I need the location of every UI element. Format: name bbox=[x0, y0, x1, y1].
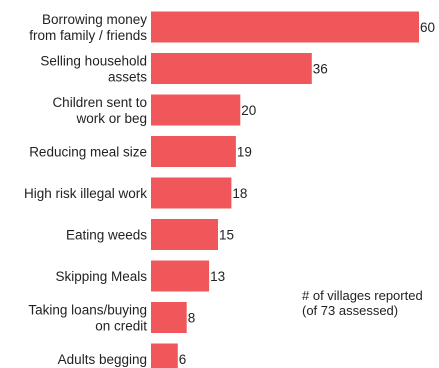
value-label-7: 8 bbox=[188, 311, 196, 326]
bar-3 bbox=[151, 136, 236, 167]
category-label-1: Selling household assets bbox=[40, 54, 147, 85]
value-labels-layer: 60 36 20 19 18 15 13 8 6 bbox=[179, 20, 435, 367]
category-label-5: Eating weeds bbox=[66, 228, 147, 243]
category-label-7-line-1: on credit bbox=[95, 319, 147, 334]
category-label-6-line-0: Skipping Meals bbox=[55, 269, 147, 284]
category-label-4-line-0: High risk illegal work bbox=[24, 186, 147, 201]
category-label-0-line-1: from family / friends bbox=[29, 28, 147, 43]
category-label-4: High risk illegal work bbox=[24, 186, 147, 201]
bar-6 bbox=[151, 260, 210, 292]
chart-annotation: # of villages reported (of 73 assessed) bbox=[302, 288, 423, 318]
category-label-2: Children sent to work or beg bbox=[52, 95, 147, 126]
bar-5 bbox=[151, 219, 218, 250]
value-label-3: 19 bbox=[237, 145, 252, 160]
annotation-line-2: (of 73 assessed) bbox=[302, 303, 399, 318]
category-label-2-line-1: work or beg bbox=[75, 111, 147, 126]
category-label-7-line-0: Taking loans/buying bbox=[28, 303, 147, 318]
category-label-5-line-0: Eating weeds bbox=[66, 228, 147, 243]
bar-0 bbox=[151, 11, 419, 43]
value-label-2: 20 bbox=[241, 103, 256, 118]
category-label-2-line-0: Children sent to bbox=[52, 95, 147, 110]
bar-8 bbox=[151, 343, 178, 368]
annotation-line-1: # of villages reported bbox=[302, 288, 423, 303]
category-label-1-line-0: Selling household bbox=[40, 54, 147, 69]
bar-2 bbox=[151, 94, 241, 126]
category-label-0-line-0: Borrowing money bbox=[42, 12, 147, 27]
category-label-7: Taking loans/buying on credit bbox=[28, 303, 147, 334]
category-label-8: Adults begging bbox=[58, 352, 147, 367]
category-label-6: Skipping Meals bbox=[55, 269, 147, 284]
category-label-1-line-1: assets bbox=[108, 70, 147, 85]
value-label-6: 13 bbox=[210, 269, 225, 284]
category-label-0: Borrowing money from family / friends bbox=[29, 12, 147, 43]
value-label-4: 18 bbox=[232, 186, 247, 201]
value-label-8: 6 bbox=[179, 352, 187, 367]
category-label-3-line-0: Reducing meal size bbox=[29, 145, 147, 160]
bar-7 bbox=[151, 302, 187, 333]
bars-layer bbox=[151, 11, 419, 368]
value-label-0: 60 bbox=[420, 20, 435, 35]
category-label-8-line-0: Adults begging bbox=[58, 352, 147, 367]
bar-1 bbox=[151, 53, 312, 84]
category-labels-layer: Borrowing money from family / friends Sell… bbox=[24, 12, 147, 367]
bar-4 bbox=[151, 177, 232, 209]
category-label-3: Reducing meal size bbox=[29, 145, 147, 160]
value-label-1: 36 bbox=[313, 62, 328, 77]
value-label-5: 15 bbox=[219, 228, 234, 243]
